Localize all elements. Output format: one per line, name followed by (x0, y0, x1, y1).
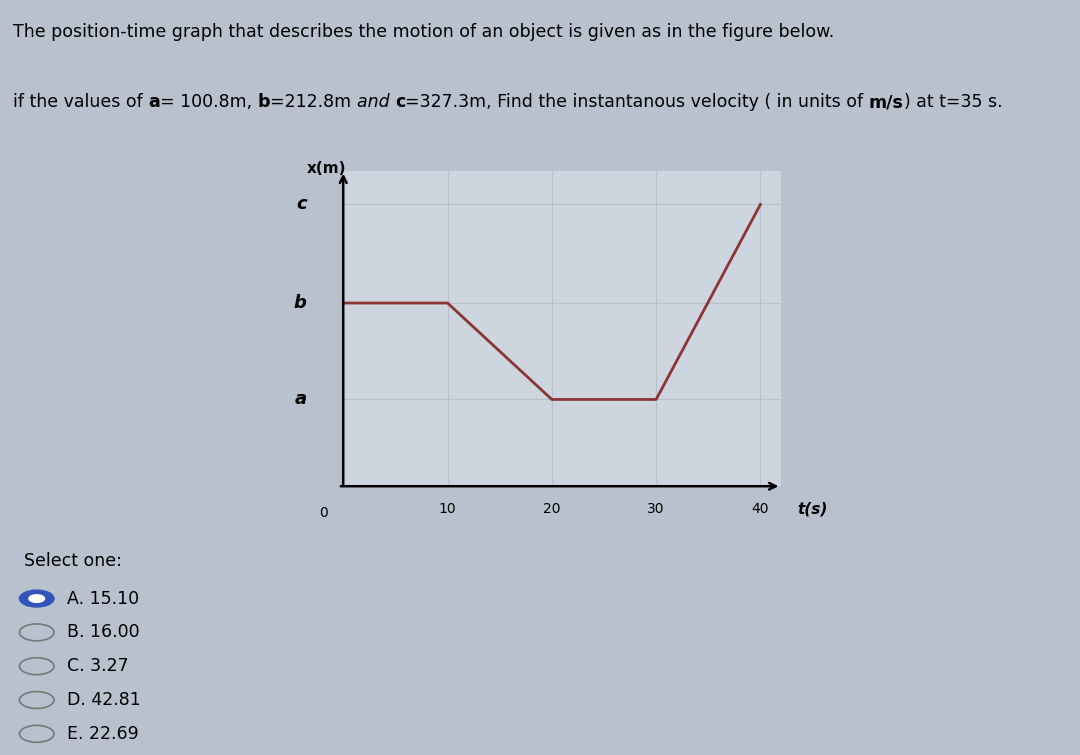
Text: t(s): t(s) (797, 502, 827, 516)
Text: Select one:: Select one: (24, 552, 122, 570)
Text: =327.3m, Find the instantanous velocity ( in units of: =327.3m, Find the instantanous velocity … (405, 93, 868, 111)
Text: E. 22.69: E. 22.69 (67, 725, 138, 743)
Text: = 100.8m,: = 100.8m, (160, 93, 258, 111)
Circle shape (29, 595, 44, 602)
Text: c: c (296, 196, 307, 214)
Text: ) at t=35 s.: ) at t=35 s. (904, 93, 1002, 111)
Text: 20: 20 (543, 502, 561, 516)
Text: x(m): x(m) (307, 162, 347, 176)
Text: if the values of: if the values of (13, 93, 148, 111)
Text: 30: 30 (647, 502, 665, 516)
Text: and: and (356, 93, 395, 111)
Text: A. 15.10: A. 15.10 (67, 590, 139, 608)
Circle shape (19, 590, 54, 607)
Text: The position-time graph that describes the motion of an object is given as in th: The position-time graph that describes t… (13, 23, 834, 42)
Text: B. 16.00: B. 16.00 (67, 624, 139, 642)
Text: b: b (294, 294, 307, 312)
Text: D. 42.81: D. 42.81 (67, 691, 140, 709)
Text: =212.8m: =212.8m (270, 93, 356, 111)
Text: 40: 40 (752, 502, 769, 516)
Text: 10: 10 (438, 502, 457, 516)
Text: 0: 0 (319, 506, 327, 520)
Text: C. 3.27: C. 3.27 (67, 657, 129, 675)
Text: a: a (148, 93, 160, 111)
Text: c: c (395, 93, 405, 111)
Text: a: a (295, 390, 307, 408)
Text: b: b (258, 93, 270, 111)
Text: m/s: m/s (868, 93, 904, 111)
